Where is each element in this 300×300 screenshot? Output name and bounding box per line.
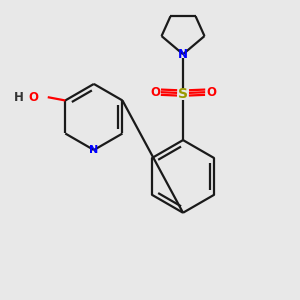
Text: O: O [29, 91, 39, 104]
Text: N: N [178, 48, 188, 61]
Text: H: H [14, 91, 23, 104]
Text: O: O [206, 86, 216, 99]
Text: N: N [89, 145, 98, 155]
Text: S: S [178, 87, 188, 101]
Text: O: O [150, 86, 160, 99]
